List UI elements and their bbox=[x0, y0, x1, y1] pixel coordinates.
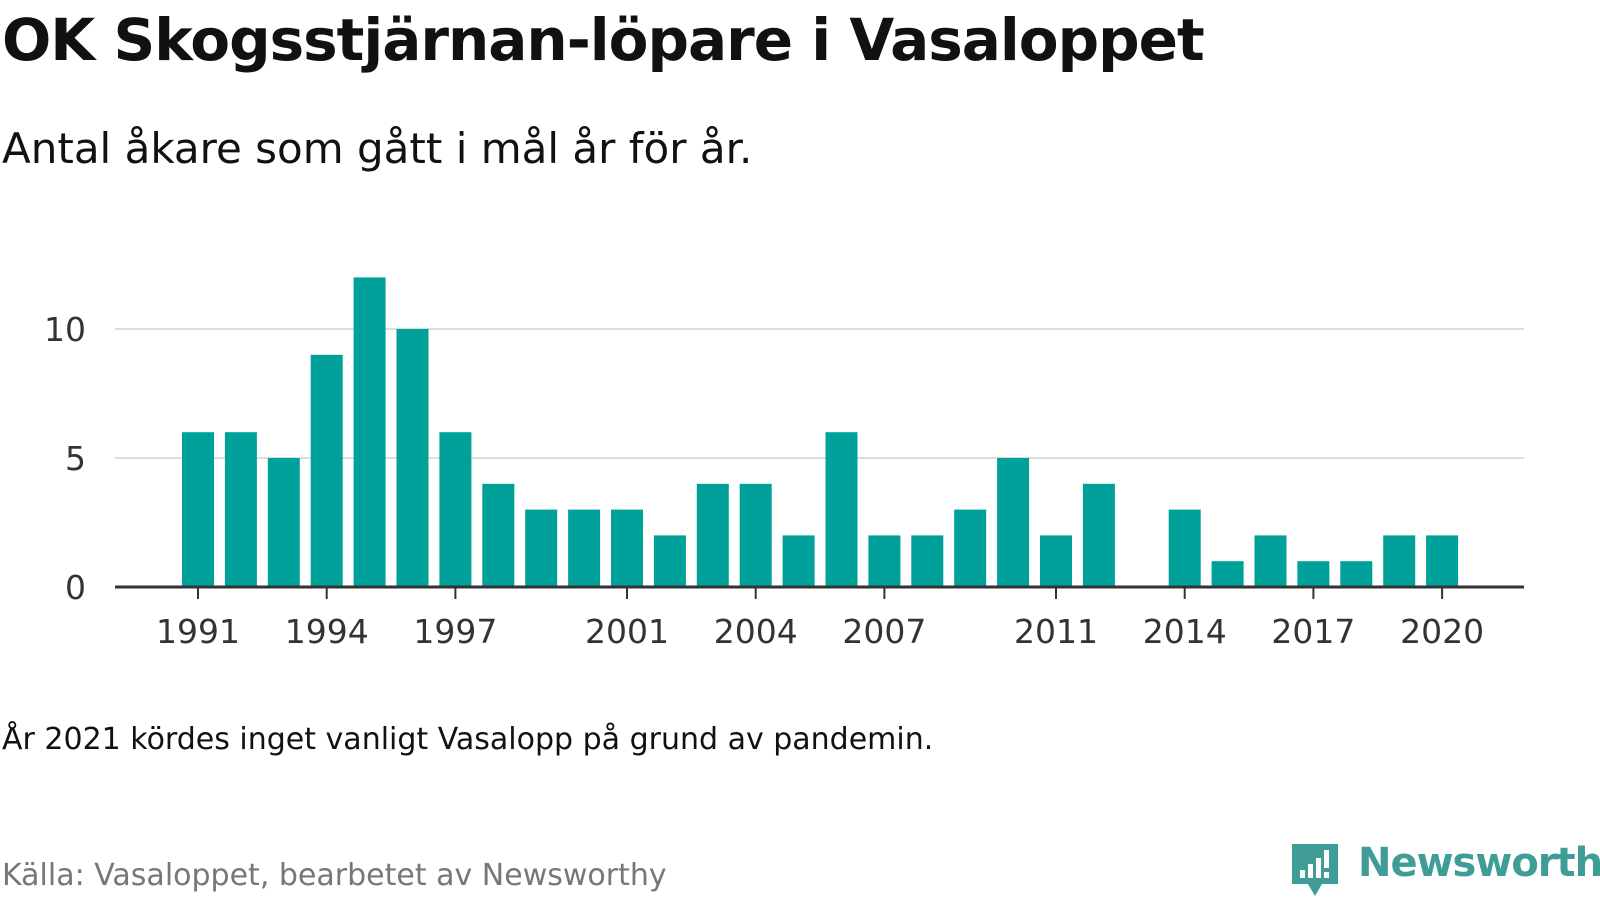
bar-1991 bbox=[182, 432, 214, 587]
y-tick-label-0: 0 bbox=[65, 568, 86, 607]
bar-2017 bbox=[1297, 561, 1330, 587]
x-tick-label-2007: 2007 bbox=[842, 612, 926, 651]
bar-2014 bbox=[1168, 509, 1201, 587]
bar-2019 bbox=[1383, 535, 1416, 587]
bar-1995 bbox=[353, 277, 386, 587]
bars bbox=[182, 277, 1459, 587]
bar-2002 bbox=[653, 535, 686, 587]
bar-2005 bbox=[782, 535, 815, 587]
x-tick-label-2014: 2014 bbox=[1143, 612, 1227, 651]
bar-1998 bbox=[482, 483, 515, 587]
bar-1999 bbox=[525, 509, 558, 587]
bar-2015 bbox=[1211, 561, 1244, 587]
x-tick-label-1997: 1997 bbox=[413, 612, 497, 651]
newsworthy-logo-icon bbox=[1292, 844, 1338, 896]
x-tick-label-2001: 2001 bbox=[585, 612, 669, 651]
bar-2000 bbox=[568, 509, 601, 587]
newsworthy-logo-text: Newsworthy bbox=[1358, 840, 1600, 886]
y-tick-label-10: 10 bbox=[44, 310, 86, 349]
bar-2001 bbox=[611, 509, 643, 587]
y-tick-label-5: 5 bbox=[65, 439, 86, 478]
newsworthy-logo: Newsworthy bbox=[1290, 840, 1600, 900]
bar-2012 bbox=[1082, 483, 1115, 587]
bar-chart: 0 5 10 1991 1994 1997 2001 2004 2007 2011 2014 201… bbox=[44, 277, 1524, 651]
bar-2016 bbox=[1254, 535, 1287, 587]
chart-note: År 2021 kördes inget vanligt Vasalopp på… bbox=[2, 722, 934, 757]
bar-1993 bbox=[267, 458, 300, 587]
source-credit: Källa: Vasaloppet, bearbetet av Newswort… bbox=[2, 858, 667, 893]
x-tick-label-2020: 2020 bbox=[1400, 612, 1484, 651]
x-tick-label-1994: 1994 bbox=[285, 612, 369, 651]
x-tick-label-2017: 2017 bbox=[1271, 612, 1355, 651]
gridlines bbox=[115, 328, 1524, 459]
bar-2020 bbox=[1426, 535, 1459, 587]
x-tick-label-2004: 2004 bbox=[714, 612, 798, 651]
bar-1996 bbox=[396, 329, 429, 587]
bar-2011 bbox=[1040, 535, 1072, 587]
bar-2008 bbox=[911, 535, 944, 587]
bar-2010 bbox=[997, 458, 1030, 587]
bar-1992 bbox=[224, 432, 257, 587]
x-axis-ticks: 1991 1994 1997 2001 2004 2007 2011 2014 2017 2020 bbox=[156, 587, 1484, 651]
bar-2003 bbox=[696, 483, 729, 587]
x-tick-label-2011: 2011 bbox=[1014, 612, 1098, 651]
bar-2007 bbox=[868, 535, 901, 587]
chart-subtitle: Antal åkare som gått i mål år för år. bbox=[2, 124, 753, 173]
bar-2006 bbox=[825, 432, 858, 587]
chart-title: OK Skogsstjärnan-löpare i Vasaloppet bbox=[2, 6, 1205, 74]
bar-2004 bbox=[739, 483, 772, 587]
x-tick-label-1991: 1991 bbox=[156, 612, 240, 651]
bar-1994 bbox=[310, 354, 343, 587]
bar-2009 bbox=[954, 509, 987, 587]
bar-1997 bbox=[439, 432, 472, 587]
y-axis-ticks: 0 5 10 bbox=[44, 310, 86, 607]
bar-2018 bbox=[1340, 561, 1373, 587]
